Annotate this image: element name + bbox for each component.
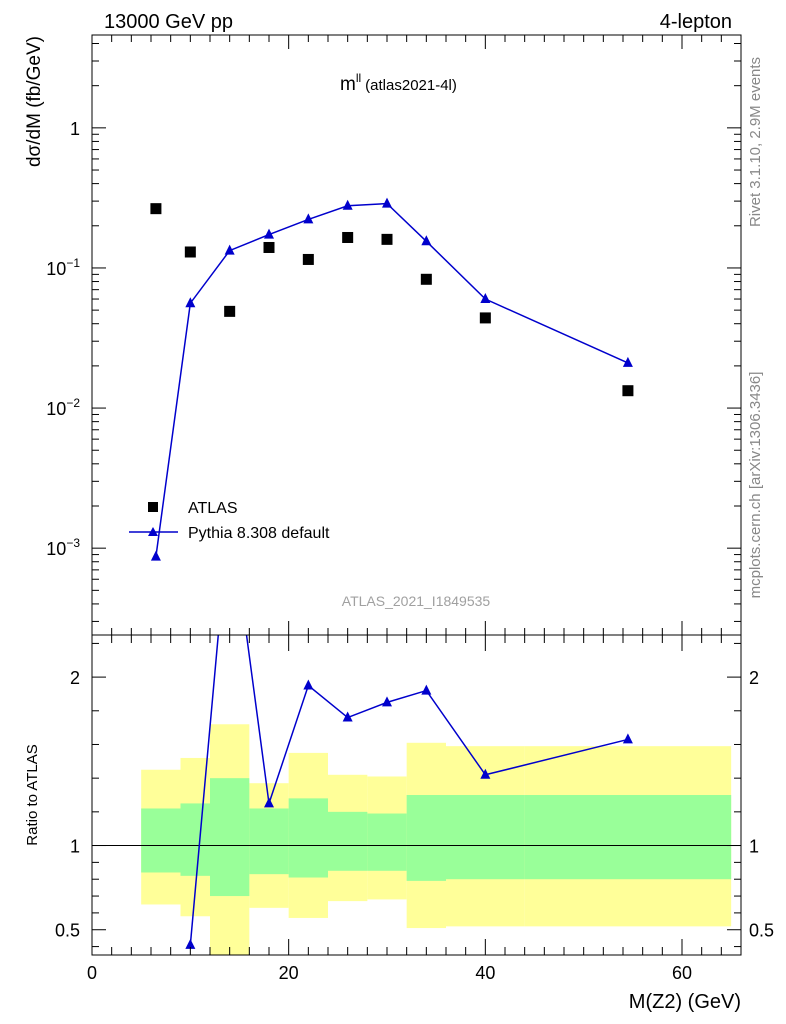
- main-y-tick-base: 1: [70, 119, 80, 139]
- ratio-inner-band: [446, 795, 525, 880]
- ratio-inner-band: [367, 813, 407, 871]
- ratio-inner-band: [210, 778, 250, 897]
- mcplots-source-label: mcplots.cern.ch [arXiv:1306.3436]: [747, 372, 764, 599]
- ratio-pythia-point: [342, 711, 353, 722]
- pythia-data-point: [224, 244, 235, 255]
- ratio-y-tick-label-left: 1: [70, 837, 80, 857]
- ratio-y-tick-label-right: 2: [749, 668, 759, 688]
- legend-pythia-label: Pythia 8.308 default: [188, 525, 330, 542]
- legend: ATLAS Pythia 8.308 default: [129, 500, 330, 542]
- ratio-pythia-point: [185, 938, 196, 949]
- ratio-y-axis-label: Ratio to ATLAS: [24, 744, 41, 845]
- x-tick-label: 20: [279, 963, 299, 983]
- ratio-plot-area: [92, 635, 741, 955]
- pythia-data-point: [342, 199, 353, 210]
- ratio-inner-band: [180, 803, 210, 876]
- ratio-inner-band: [249, 808, 289, 875]
- main-title-symbol: m: [340, 74, 356, 95]
- pythia-data-point: [622, 356, 633, 367]
- watermark: ATLAS_2021_I1849535: [342, 593, 491, 609]
- main-y-tick-base: 10: [46, 399, 66, 419]
- ratio-inner-band: [406, 795, 446, 881]
- ratio-inner-band: [141, 808, 181, 873]
- ratio-inner-band: [328, 811, 368, 871]
- ratio-y-tick-label-left: 2: [70, 668, 80, 688]
- atlas-data-point: [150, 203, 162, 215]
- main-y-tick-base: 10: [46, 259, 66, 279]
- ratio-pythia-point: [421, 684, 432, 695]
- atlas-data-point: [224, 305, 236, 317]
- atlas-data-point: [302, 253, 314, 265]
- pythia-data-point: [185, 297, 196, 308]
- main-frame: [91, 34, 742, 636]
- pythia-data-point: [303, 213, 314, 224]
- atlas-data-point: [420, 273, 432, 285]
- x-tick-label: 40: [475, 963, 495, 983]
- main-y-tick-label: 10−2: [46, 396, 80, 419]
- main-y-tick-exponent: −1: [66, 256, 80, 270]
- ratio-y-tick-label-right: 0.5: [749, 921, 774, 941]
- atlas-data-point: [381, 233, 393, 245]
- main-y-tick-exponent: −2: [66, 396, 80, 410]
- rivet-version-label: Rivet 3.1.10, 2.9M events: [747, 57, 764, 227]
- energy-label: 13000 GeV pp: [104, 11, 233, 33]
- main-plot-area: [150, 197, 634, 561]
- ratio-inner-band: [524, 795, 732, 880]
- main-title-superscript: ll: [356, 71, 361, 85]
- main-axis-ticks: 10−310−210−11: [46, 35, 741, 635]
- process-label: 4-lepton: [660, 11, 732, 33]
- atlas-data-point: [622, 385, 634, 397]
- main-y-tick-base: 10: [46, 539, 66, 559]
- ratio-axis-ticks: 0.5 0.51 12 20 20 40 60: [55, 635, 774, 983]
- ratio-pythia-point: [622, 733, 633, 744]
- legend-atlas-marker: [148, 502, 158, 512]
- pythia-data-point: [264, 228, 274, 239]
- atlas-data-point: [479, 312, 491, 324]
- main-panel: 10−310−210−11 mll (atlas2021-4l) ATLAS_20…: [24, 34, 742, 636]
- pythia-data-point: [150, 550, 161, 561]
- pythia-data-point: [421, 235, 432, 246]
- main-y-tick-label: 1: [70, 119, 80, 139]
- main-y-axis-label: dσ/dM (fb/GeV): [24, 36, 45, 167]
- ratio-pythia-point: [303, 679, 314, 690]
- ratio-inner-band: [288, 798, 328, 878]
- main-y-tick-label: 10−1: [46, 256, 80, 279]
- atlas-data-point: [342, 231, 354, 243]
- x-tick-label: 0: [87, 963, 97, 983]
- pythia-data-point: [382, 197, 392, 208]
- ratio-y-tick-label-right: 1: [749, 837, 759, 857]
- legend-pythia-marker: [148, 527, 158, 536]
- ratio-pythia-point: [264, 797, 274, 808]
- pythia-line: [155, 202, 629, 557]
- main-title-paren: (atlas2021-4l): [365, 77, 457, 94]
- main-y-tick-label: 10−3: [46, 536, 80, 559]
- x-tick-label: 60: [672, 963, 692, 983]
- ratio-panel: 0.5 0.51 12 20 20 40 60 Ratio to ATLAS M(Z2) (…: [24, 634, 774, 1013]
- atlas-data-point: [263, 241, 275, 253]
- main-y-tick-exponent: −3: [66, 536, 80, 550]
- ratio-frame: [91, 634, 742, 956]
- pythia-data-point: [480, 293, 491, 304]
- ratio-pythia-point: [382, 696, 392, 707]
- ratio-y-tick-label-left: 0.5: [55, 921, 80, 941]
- legend-atlas-label: ATLAS: [188, 500, 238, 517]
- ratio-pythia-point: [480, 768, 491, 779]
- main-title: mll (atlas2021-4l): [340, 71, 457, 95]
- atlas-data-point: [184, 246, 196, 258]
- x-axis-label: M(Z2) (GeV): [629, 991, 741, 1013]
